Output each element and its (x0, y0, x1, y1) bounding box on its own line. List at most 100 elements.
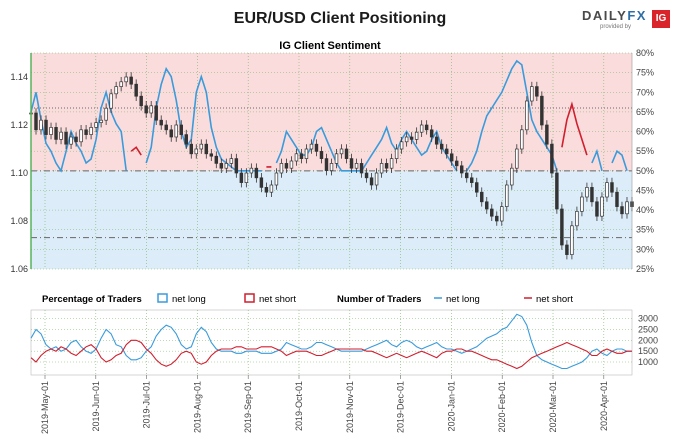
price-candle (339, 148, 344, 155)
price-candle (314, 143, 319, 152)
count-tick-label: 2000 (638, 335, 658, 345)
price-candle (94, 122, 98, 128)
price-candle (520, 129, 524, 150)
price-candle (119, 81, 123, 87)
price-candle (515, 148, 519, 169)
price-candle (334, 153, 339, 164)
chart-subtitle: IG Client Sentiment (279, 40, 381, 52)
price-candle (394, 148, 399, 159)
date-tick-label: 2020-Jan-01 (446, 381, 456, 432)
price-candle (439, 143, 444, 150)
legend-pct-short-label: net short (259, 294, 296, 305)
price-candle (124, 76, 128, 83)
pct-tick-label: 80% (636, 48, 654, 58)
net-short-count-line (30, 339, 632, 370)
count-tick-label: 3000 (638, 314, 658, 324)
price-candle (304, 148, 309, 159)
price-candle (560, 208, 564, 246)
pct-tick-label: 70% (636, 87, 654, 97)
price-candle (384, 163, 389, 169)
price-candle (54, 127, 58, 140)
page-title: EUR/USD Client Positioning (233, 10, 447, 27)
price-candle (590, 187, 594, 203)
dailyfx-logo: DAILYFX provided by IG (582, 6, 674, 34)
date-tick-label: 2020-Mar-01 (548, 381, 558, 433)
price-candle (525, 100, 529, 131)
long-zone-bg (31, 170, 632, 269)
price-candle (585, 187, 589, 198)
price-candle (129, 76, 133, 85)
price-candle (184, 134, 188, 145)
price-candle (459, 165, 464, 174)
date-tick-label: 2019-Jun-01 (91, 381, 101, 432)
date-tick-label: 2019-Dec-01 (396, 381, 406, 433)
price-candle (289, 160, 294, 169)
count-tick-label: 1000 (638, 357, 658, 367)
price-candle (169, 129, 173, 138)
price-candle (530, 86, 534, 102)
price-candle (174, 124, 178, 138)
price-candle (600, 196, 604, 217)
price-candle (620, 206, 624, 215)
price-candle (535, 86, 539, 97)
main-panel: 1.06 1.08 1.10 1.12 1.14 25% 30% 35% 40% 45% 50% 55… (10, 48, 654, 274)
price-candle (39, 119, 43, 131)
price-candle (294, 153, 299, 162)
legend: Percentage of Traders net long net short… (42, 293, 573, 305)
date-tick-label: 2019-Aug-01 (192, 381, 202, 433)
price-candle (464, 172, 469, 179)
logo-subtext: provided by (600, 24, 632, 30)
price-candle (505, 184, 509, 207)
price-candle (449, 153, 454, 162)
price-candle (299, 153, 304, 159)
price-candle (144, 105, 148, 114)
price-candle (414, 131, 419, 140)
ig-badge-icon: IG (652, 10, 670, 28)
pct-tick-label: 65% (636, 107, 654, 117)
pct-tick-label: 75% (636, 68, 654, 78)
price-candle (234, 158, 239, 174)
price-candle (59, 131, 63, 140)
pct-tick-label: 35% (636, 225, 654, 235)
price-candle (114, 86, 118, 95)
price-candle (550, 143, 554, 174)
price-candle (555, 172, 559, 210)
price-candle (259, 177, 264, 188)
legend-pct-title: Percentage of Traders (42, 294, 142, 305)
price-candle (74, 136, 78, 143)
price-candle (309, 143, 314, 150)
price-candle (224, 163, 229, 169)
price-candle (399, 141, 404, 150)
date-tick-label: 2019-Nov-01 (345, 381, 355, 433)
price-candle (424, 124, 429, 131)
pct-tick-label: 60% (636, 127, 654, 137)
legend-pct-short-swatch (244, 293, 255, 303)
count-tick-label: 2500 (638, 325, 658, 335)
price-candle (475, 182, 479, 193)
count-tick-label: 1500 (638, 346, 658, 356)
price-candle (595, 201, 599, 217)
pct-tick-label: 45% (636, 185, 654, 195)
price-candle (204, 143, 209, 155)
logo-wordmark: DAILYFX (582, 8, 647, 23)
price-candle (389, 158, 394, 169)
pct-tick-label: 40% (636, 205, 654, 215)
price-candle (99, 119, 103, 123)
price-candle (134, 83, 138, 97)
date-tick-label: 2019-Sep-01 (243, 381, 253, 433)
price-candle (369, 177, 374, 186)
price-candle (605, 182, 609, 198)
price-candle (359, 163, 364, 174)
price-tick-label: 1.08 (10, 216, 28, 226)
price-candle (229, 158, 234, 164)
count-panel-frame (30, 309, 633, 376)
price-candle (274, 172, 279, 186)
price-candle (109, 93, 113, 109)
legend-pct-long-swatch (157, 293, 168, 303)
price-candle (104, 107, 108, 121)
date-tick-label: 2019-Jul-01 (142, 381, 152, 429)
price-tick-label: 1.12 (10, 120, 28, 130)
price-candle (545, 124, 549, 145)
price-candle (139, 95, 143, 107)
